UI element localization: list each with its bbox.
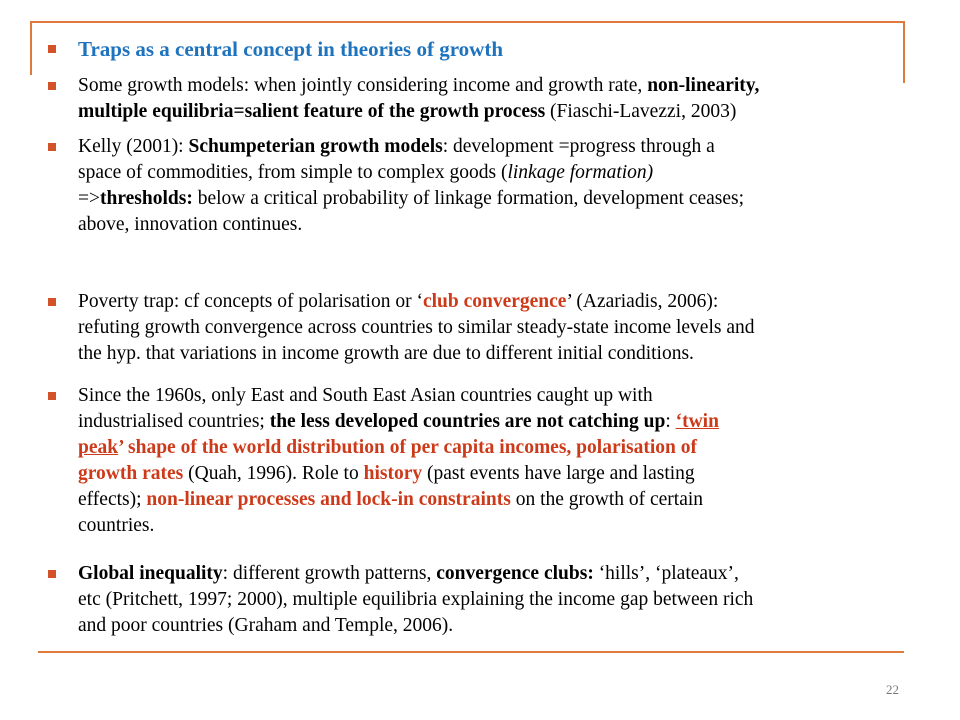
text-run: : different growth patterns, xyxy=(222,563,437,584)
text-run: on the growth of certain xyxy=(510,489,704,510)
text-run: etc (Pritchett, 1997; 2000), multiple eq… xyxy=(78,589,754,610)
text-run: growth rates xyxy=(78,463,184,484)
text-run: Schumpeterian growth models xyxy=(188,136,443,157)
text-run: history xyxy=(363,463,423,484)
bullet-text: Since the 1960s, only East and South Eas… xyxy=(78,383,928,539)
text-run: Kelly (2001): xyxy=(78,136,189,157)
text-run: (Fiaschi-Lavezzi, 2003) xyxy=(545,101,737,122)
text-run: => xyxy=(78,188,100,209)
text-run: ’ shape of the world distribution of per… xyxy=(118,437,697,458)
text-run: effects); xyxy=(78,489,147,510)
text-run: and poor countries (Graham and Temple, 2… xyxy=(78,615,454,636)
text-run: industrialised countries; xyxy=(78,411,270,432)
text-run: club convergence xyxy=(422,291,567,312)
bullet-marker xyxy=(48,82,56,90)
text-run: : development =progress through a xyxy=(442,136,715,157)
bullet-marker xyxy=(48,143,56,151)
page-number: 22 xyxy=(886,682,899,697)
text-run: multiple equilibria=salient feature of t… xyxy=(78,101,546,122)
text-run: : xyxy=(665,411,676,432)
text-run: countries. xyxy=(78,515,155,536)
text-run: above, innovation continues. xyxy=(78,214,303,235)
bullet-marker xyxy=(48,392,56,400)
text-run: space of commodities, from simple to com… xyxy=(78,162,508,183)
text-run: linkage formation) xyxy=(507,162,654,183)
text-run: Since the 1960s, only East and South Eas… xyxy=(78,385,653,406)
bullet-text: Kelly (2001): Schumpeterian growth model… xyxy=(78,134,928,238)
bullet-text: Global inequality: different growth patt… xyxy=(78,561,928,639)
text-run: non-linearity, xyxy=(647,75,760,96)
text-run: (Quah, 1996). Role to xyxy=(183,463,364,484)
slide-title: Traps as a central concept in theories o… xyxy=(78,37,504,61)
text-run: ‘twin xyxy=(675,411,719,432)
bullet-marker xyxy=(48,45,56,53)
bullet-marker xyxy=(48,298,56,306)
text-run: refuting growth convergence across count… xyxy=(78,317,755,338)
bullet-text: Poverty trap: cf concepts of polarisatio… xyxy=(78,289,928,367)
text-run: Some growth models: when jointly conside… xyxy=(78,75,648,96)
text-run: Global inequality xyxy=(78,563,223,584)
text-run: the hyp. that variations in income growt… xyxy=(78,343,694,364)
right-rule xyxy=(903,21,905,83)
left-rule xyxy=(30,23,32,75)
text-run: peak xyxy=(78,437,119,458)
text-run: Poverty trap: cf concepts of polarisatio… xyxy=(78,291,423,312)
text-run: convergence clubs: xyxy=(436,563,594,584)
bullet-marker xyxy=(48,570,56,578)
text-run: (past events have large and lasting xyxy=(422,463,695,484)
text-run: non-linear processes and lock-in constra… xyxy=(146,489,511,510)
text-run: below a critical probability of linkage … xyxy=(192,188,745,209)
text-run: thresholds: xyxy=(100,188,193,209)
bottom-rule xyxy=(38,651,904,653)
bullet-text: Some growth models: when jointly conside… xyxy=(78,73,928,125)
text-run: ’ (Azariadis, 2006): xyxy=(566,291,719,312)
text-run: ‘hills’, ‘plateaux’, xyxy=(593,563,739,584)
top-rule xyxy=(30,21,904,23)
text-run: the less developed countries are not cat… xyxy=(269,411,666,432)
